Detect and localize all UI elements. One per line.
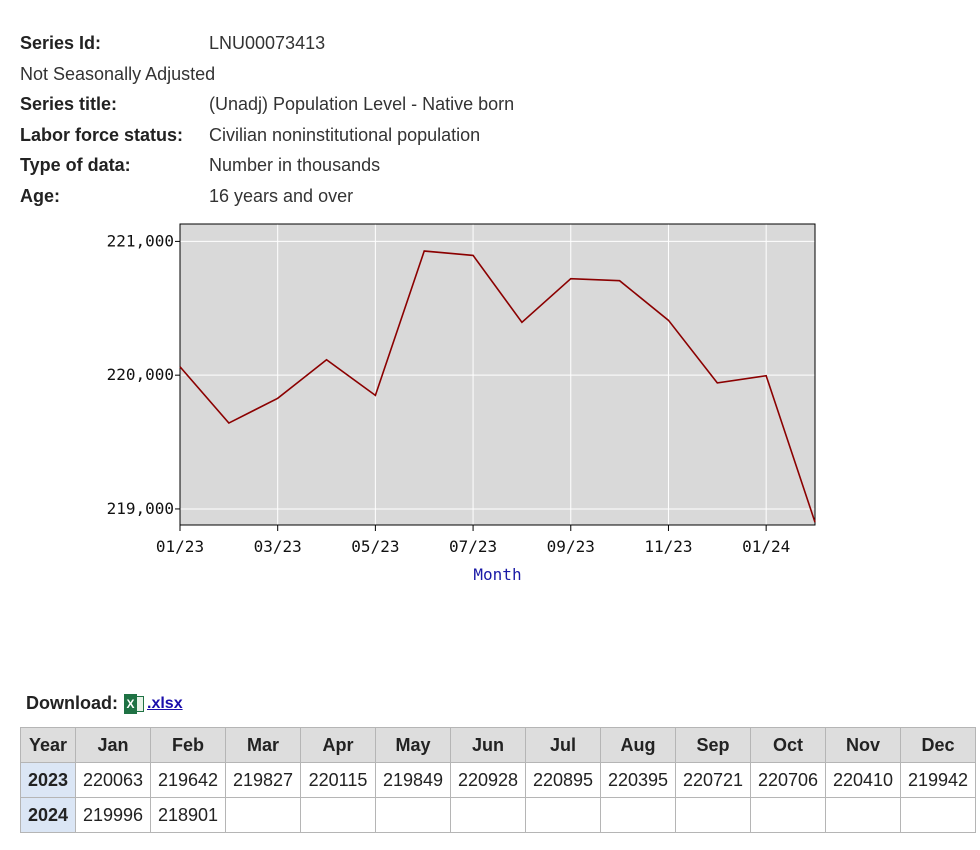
y-tick-label: 219,000 (107, 499, 174, 518)
series-title-label: Series title: (20, 94, 118, 114)
value-cell: 219827 (225, 762, 301, 798)
value-cell (675, 797, 751, 833)
value-cell (375, 797, 451, 833)
age-value: 16 years and over (209, 185, 354, 206)
month-column-header: Oct (750, 727, 826, 763)
value-cell: 220928 (450, 762, 526, 798)
data-type-row: Type of data: Number in thousands (20, 150, 514, 181)
labor-force-value: Civilian noninstitutional population (209, 124, 481, 145)
table-row: 2023 220063 219642 219827 220115 219849 220928… (20, 762, 976, 798)
month-column-header: Feb (150, 727, 226, 763)
value-cell: 218901 (150, 797, 226, 833)
value-cell (525, 797, 601, 833)
series-id-label: Series Id: (20, 33, 102, 53)
data-table: Year Jan Feb Mar Apr May Jun Jul Aug Sep Oct Nov Dec… (20, 727, 976, 833)
x-axis-title: Month (473, 565, 521, 584)
value-cell (750, 797, 826, 833)
year-cell: 2023 (20, 762, 76, 798)
value-cell (900, 797, 976, 833)
x-tick-label: 01/23 (156, 537, 204, 556)
value-cell: 220410 (825, 762, 901, 798)
month-column-header: Jul (525, 727, 601, 763)
value-cell (225, 797, 301, 833)
month-column-header: May (375, 727, 451, 763)
year-column-header: Year (20, 727, 76, 763)
x-tick-label: 07/23 (449, 537, 497, 556)
x-tick-label: 09/23 (547, 537, 595, 556)
series-metadata: Series Id: LNU00073413 Not Seasonally Ad… (20, 28, 514, 211)
value-cell: 219942 (900, 762, 976, 798)
table-row: 2024 219996 218901 (20, 797, 976, 833)
series-id-value: LNU00073413 (209, 33, 326, 53)
data-type-label: Type of data: (20, 155, 131, 175)
age-row: Age: 16 years and over (20, 181, 514, 212)
value-cell (825, 797, 901, 833)
y-tick-label: 220,000 (107, 365, 174, 384)
x-tick-label: 05/23 (351, 537, 399, 556)
value-cell (450, 797, 526, 833)
plot-area (180, 224, 815, 525)
age-label: Age: (20, 185, 60, 206)
month-column-header: Apr (300, 727, 376, 763)
value-cell: 220395 (600, 762, 676, 798)
x-tick-label: 03/23 (254, 537, 302, 556)
table-body: 2023 220063 219642 219827 220115 219849 220928… (20, 762, 976, 833)
year-cell: 2024 (20, 797, 76, 833)
x-tick-label: 01/24 (742, 537, 790, 556)
y-tick-label: 221,000 (107, 231, 174, 250)
month-column-header: Sep (675, 727, 751, 763)
value-cell: 220115 (300, 762, 376, 798)
download-label: Download: (26, 693, 118, 713)
value-cell: 219996 (75, 797, 151, 833)
excel-icon[interactable]: X (124, 693, 144, 714)
x-tick-label: 11/23 (644, 537, 692, 556)
series-id-row: Series Id: LNU00073413 (20, 28, 514, 59)
value-cell: 220706 (750, 762, 826, 798)
table-header-row: Year Jan Feb Mar Apr May Jun Jul Aug Sep Oct Nov Dec (20, 727, 976, 763)
download-section: Download: X .xlsx (26, 693, 183, 714)
value-cell (600, 797, 676, 833)
month-column-header: Nov (825, 727, 901, 763)
month-column-header: Dec (900, 727, 976, 763)
month-column-header: Mar (225, 727, 301, 763)
value-cell: 219849 (375, 762, 451, 798)
labor-force-row: Labor force status: Civilian noninstitut… (20, 120, 514, 151)
adjustment-row: Not Seasonally Adjusted (20, 59, 514, 90)
value-cell (300, 797, 376, 833)
month-column-header: Jun (450, 727, 526, 763)
adjustment-text: Not Seasonally Adjusted (20, 63, 216, 84)
value-cell: 220895 (525, 762, 601, 798)
line-chart: 01/23 03/23 05/23 07/23 09/23 11/23 01/24 219,0… (107, 223, 816, 584)
value-cell: 220721 (675, 762, 751, 798)
month-column-header: Aug (600, 727, 676, 763)
plot-frame (179, 223, 816, 526)
data-type-value: Number in thousands (209, 155, 381, 175)
value-cell: 220063 (75, 762, 151, 798)
xlsx-download-link[interactable]: .xlsx (147, 694, 183, 712)
labor-force-label: Labor force status: (20, 124, 184, 145)
month-column-header: Jan (75, 727, 151, 763)
series-line (179, 250, 816, 523)
series-title-row: Series title: (Unadj) Population Level -… (20, 89, 514, 120)
value-cell: 219642 (150, 762, 226, 798)
series-title-value: (Unadj) Population Level - Native born (209, 94, 515, 114)
